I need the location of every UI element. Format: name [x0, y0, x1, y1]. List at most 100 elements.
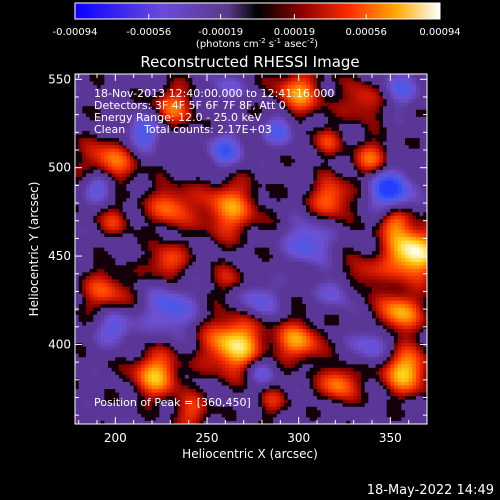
heatmap-cell: [236, 91, 241, 96]
heatmap-cell: [214, 409, 219, 414]
heatmap-cell: [163, 74, 168, 78]
heatmap-cell: [119, 130, 124, 135]
heatmap-cell: [93, 155, 98, 160]
heatmap-cell: [225, 233, 230, 238]
heatmap-cell: [196, 402, 201, 407]
heatmap-cell: [148, 247, 153, 252]
heatmap-cell: [218, 123, 223, 128]
heatmap-cell: [141, 264, 146, 269]
heatmap-cell: [196, 190, 201, 195]
heatmap-cell: [163, 119, 168, 124]
heatmap-cell: [126, 261, 131, 266]
heatmap-cell: [240, 353, 245, 358]
heatmap-cell: [170, 116, 175, 121]
heatmap-cell: [188, 254, 193, 259]
heatmap-cell: [137, 378, 142, 382]
heatmap-cell: [111, 148, 116, 153]
heatmap-cell: [97, 112, 102, 117]
heatmap-cell: [152, 374, 157, 379]
heatmap-cell: [75, 353, 80, 358]
heatmap-cell: [214, 247, 219, 252]
heatmap-cell: [251, 158, 256, 163]
heatmap-cell: [196, 183, 201, 188]
heatmap-cell: [221, 289, 226, 294]
heatmap-cell: [251, 300, 256, 305]
heatmap-cell: [122, 222, 127, 227]
heatmap-cell: [210, 119, 215, 124]
heatmap-cell: [170, 282, 175, 287]
heatmap-cell: [207, 91, 212, 96]
heatmap-cell: [247, 236, 252, 241]
heatmap-cell: [254, 165, 259, 170]
heatmap-cell: [247, 257, 252, 262]
heatmap-cell: [181, 314, 186, 319]
heatmap-cell: [192, 399, 197, 404]
heatmap-cell: [75, 385, 80, 390]
heatmap-cell: [100, 310, 105, 315]
heatmap-cell: [159, 74, 164, 78]
heatmap-cell: [159, 201, 164, 206]
heatmap-cell: [133, 293, 138, 298]
heatmap-cell: [137, 317, 142, 322]
heatmap-cell: [159, 148, 164, 153]
heatmap-cell: [82, 190, 87, 195]
heatmap-cell: [122, 123, 127, 128]
heatmap-cell: [86, 247, 91, 252]
heatmap-cell: [199, 226, 204, 230]
heatmap-cell: [148, 385, 153, 390]
heatmap-cell: [141, 162, 146, 167]
heatmap-cell: [159, 381, 164, 386]
heatmap-cell: [137, 226, 142, 230]
heatmap-cell: [93, 363, 98, 368]
heatmap-cell: [144, 413, 149, 418]
heatmap-cell: [243, 218, 248, 223]
heatmap-cell: [236, 105, 241, 110]
heatmap-cell: [185, 381, 190, 386]
heatmap-cell: [82, 176, 87, 181]
heatmap-cell: [188, 310, 193, 315]
heatmap-cell: [214, 303, 219, 308]
heatmap-cell: [78, 190, 83, 195]
heatmap-cell: [174, 172, 179, 177]
heatmap-cell: [218, 395, 223, 400]
heatmap-cell: [188, 303, 193, 308]
heatmap-cell: [170, 374, 175, 379]
heatmap-cell: [254, 204, 259, 209]
heatmap-cell: [203, 328, 208, 333]
heatmap-cell: [100, 201, 105, 206]
heatmap-cell: [148, 413, 153, 418]
heatmap-cell: [185, 148, 190, 153]
heatmap-cell: [247, 300, 252, 305]
heatmap-cell: [93, 367, 98, 372]
heatmap-cell: [104, 406, 109, 411]
heatmap-cell: [203, 240, 208, 245]
heatmap-cell: [174, 257, 179, 262]
heatmap-cell: [78, 303, 83, 308]
heatmap-cell: [203, 98, 208, 103]
heatmap-cell: [192, 105, 197, 110]
heatmap-cell: [78, 346, 83, 351]
heatmap-cell: [115, 385, 120, 390]
heatmap-cell: [100, 385, 105, 390]
heatmap-cell: [137, 247, 142, 252]
heatmap-cell: [159, 137, 164, 142]
heatmap-cell: [243, 211, 248, 216]
heatmap-cell: [144, 109, 149, 114]
heatmap-cell: [133, 296, 138, 301]
heatmap-cell: [196, 84, 201, 89]
heatmap-cell: [163, 197, 168, 202]
heatmap-cell: [137, 420, 142, 424]
heatmap-cell: [247, 254, 252, 259]
heatmap-cell: [86, 385, 91, 390]
heatmap-cell: [93, 109, 98, 114]
heatmap-cell: [188, 84, 193, 89]
heatmap-cell: [170, 367, 175, 372]
heatmap-cell: [210, 268, 215, 273]
heatmap-cell: [97, 158, 102, 163]
heatmap-cell: [181, 162, 186, 167]
heatmap-cell: [214, 325, 219, 329]
heatmap-cell: [141, 158, 146, 163]
heatmap-cell: [78, 183, 83, 188]
heatmap-cell: [181, 406, 186, 411]
heatmap-cell: [170, 310, 175, 315]
